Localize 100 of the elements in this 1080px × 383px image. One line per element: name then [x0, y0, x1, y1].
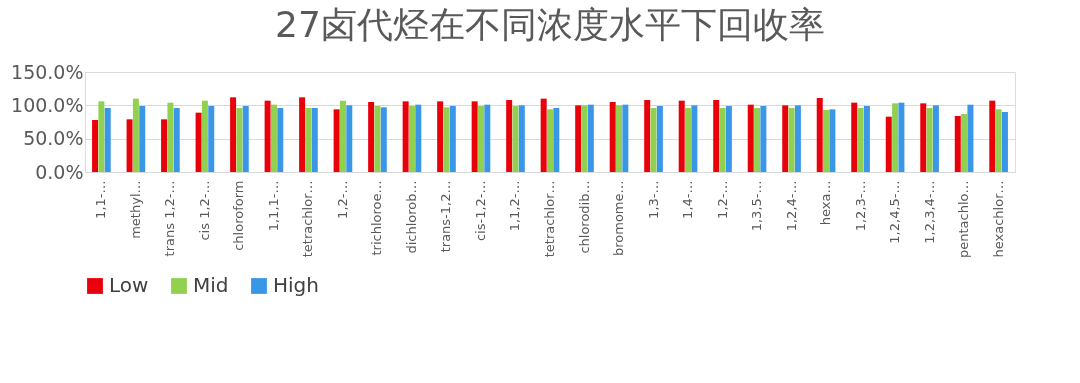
y-tick-label: 0.0%	[35, 160, 84, 183]
bar	[581, 105, 588, 172]
bar	[242, 106, 249, 172]
bar	[989, 100, 996, 172]
bar	[126, 119, 133, 172]
x-tick-label: tetrachlor…	[300, 180, 316, 258]
bar	[415, 104, 422, 172]
bar	[760, 106, 767, 172]
bar	[622, 104, 629, 172]
bar	[616, 105, 623, 172]
x-tick-label: 1,2-…	[714, 180, 730, 219]
x-tick-label: chloroform	[231, 180, 247, 251]
bar	[98, 101, 105, 172]
bar	[851, 102, 858, 172]
bar	[167, 102, 174, 172]
bar	[553, 108, 560, 172]
x-tick-label: cis 1,2-…	[196, 180, 212, 241]
bar	[92, 120, 99, 172]
bar	[339, 100, 346, 172]
bar	[333, 109, 340, 172]
bar	[725, 106, 732, 172]
x-tick-label: 1,1,1-…	[265, 180, 281, 232]
bar	[132, 98, 139, 172]
bar	[402, 101, 409, 172]
bar	[644, 100, 651, 172]
bar	[656, 106, 663, 172]
bar	[518, 105, 525, 172]
bar	[967, 104, 974, 172]
legend-label: Low	[109, 273, 149, 297]
x-tick-label: 1,3-…	[645, 180, 661, 219]
bar	[408, 106, 415, 172]
bar	[788, 108, 795, 172]
bar	[547, 109, 553, 172]
y-tick-label: 100.0%	[11, 93, 84, 116]
x-tick-label: 1,2,4,5-…	[887, 180, 903, 244]
x-tick-label: 1,1,2-…	[507, 180, 523, 232]
bar	[829, 109, 836, 172]
bar	[719, 108, 726, 172]
bar	[961, 114, 968, 172]
x-tick-label: 1,2,3-…	[852, 180, 868, 232]
bar	[104, 108, 111, 172]
x-tick-label: hexa…	[818, 180, 834, 226]
bar	[898, 102, 905, 172]
bar	[926, 108, 933, 172]
chart-title: 27卤代烃在不同浓度水平下回收率	[275, 4, 825, 45]
bar	[236, 108, 243, 172]
bar	[443, 107, 450, 172]
legend-label: High	[273, 273, 319, 297]
bar	[782, 105, 789, 172]
bar	[995, 109, 1002, 172]
bar	[449, 106, 456, 172]
bar	[368, 102, 375, 172]
bar	[650, 108, 657, 172]
bar	[587, 104, 594, 172]
bar	[506, 100, 513, 172]
x-tick-label: trans-1,2…	[438, 180, 454, 253]
bar	[932, 105, 939, 172]
y-tick-label: 150.0%	[11, 60, 84, 83]
bar	[1001, 112, 1008, 172]
bar	[816, 98, 823, 172]
x-tick-label: chlorodib…	[576, 180, 592, 254]
bar	[264, 100, 271, 172]
bar	[794, 105, 801, 172]
bar	[471, 101, 478, 172]
bar	[305, 108, 312, 172]
bar	[173, 108, 180, 172]
bar	[892, 103, 899, 172]
x-tick-label: 1,1-…	[93, 180, 109, 219]
bar	[678, 100, 685, 172]
bar	[920, 103, 927, 172]
bar	[477, 106, 484, 172]
x-tick-label: 1,2,3,4-…	[921, 180, 937, 244]
bar	[691, 105, 698, 172]
x-tick-label: dichlorob…	[403, 180, 419, 254]
x-tick-label: cis-1,2-…	[472, 180, 488, 242]
bar	[954, 116, 961, 172]
bar	[863, 106, 870, 172]
bar	[609, 102, 616, 172]
x-tick-label: trans 1,2-…	[162, 180, 178, 257]
bar	[885, 116, 892, 172]
bar	[270, 104, 277, 172]
bar	[512, 106, 519, 172]
bar	[374, 106, 381, 172]
x-tick-label: 1,2,4-…	[783, 180, 799, 232]
bar	[208, 106, 215, 172]
x-tick-label: pentachlo…	[956, 180, 972, 259]
bar	[201, 100, 208, 172]
bar	[575, 105, 582, 172]
bar	[346, 105, 353, 172]
bar	[484, 104, 491, 172]
bar	[230, 97, 237, 172]
bar	[299, 97, 306, 172]
x-tick-label: bromome…	[611, 180, 627, 257]
x-tick-label: trichloroe…	[369, 180, 385, 256]
bar	[195, 112, 202, 172]
x-tick-label: 1,3,5-…	[749, 180, 765, 232]
bar	[437, 101, 444, 172]
bar	[540, 98, 547, 172]
legend-label: Mid	[193, 273, 229, 297]
x-tick-label: 1,2-…	[334, 180, 350, 219]
